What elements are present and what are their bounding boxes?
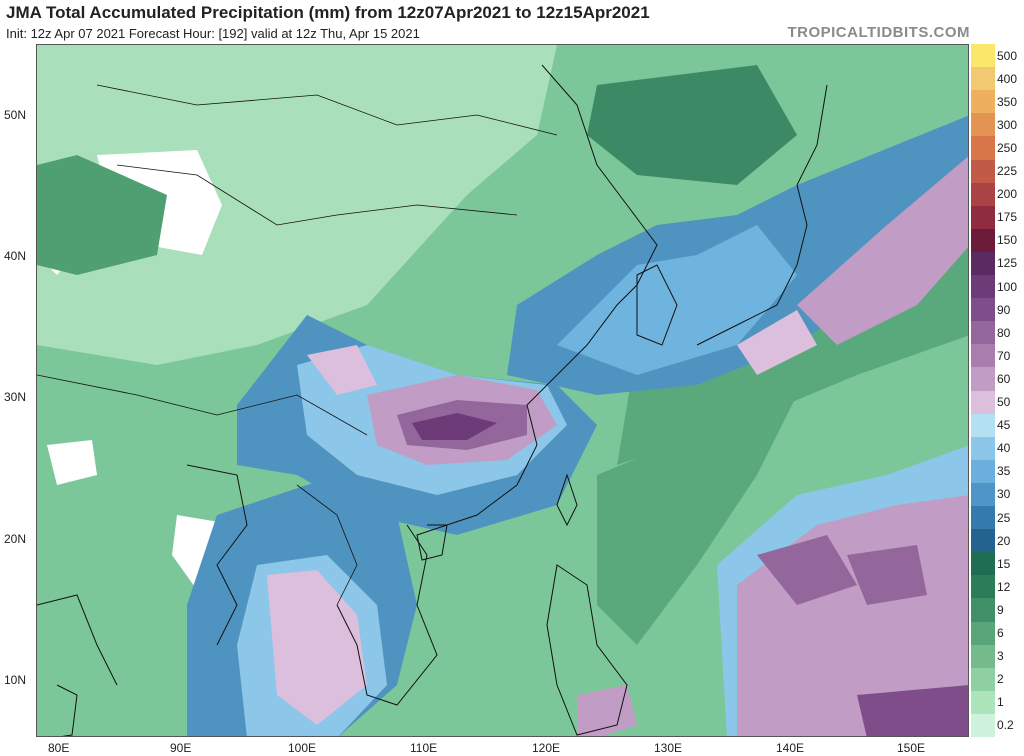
colorbar-swatch <box>971 690 995 715</box>
colorbar-label: 500 <box>997 48 1018 63</box>
colorbar-label: 50 <box>997 395 1011 410</box>
colorbar-label: 12 <box>997 579 1011 594</box>
colorbar-swatch <box>971 321 995 345</box>
lon-label: 120E <box>532 741 561 755</box>
lon-label: 130E <box>654 741 683 755</box>
lon-label: 90E <box>170 741 192 755</box>
lat-label: 20N <box>4 532 27 546</box>
colorbar-label: 25 <box>997 510 1011 525</box>
map-title: JMA Total Accumulated Precipitation (mm)… <box>6 3 650 22</box>
colorbar-swatch <box>971 621 995 646</box>
colorbar-label: 40 <box>997 441 1011 456</box>
colorbar-label: 0.2 <box>997 718 1014 733</box>
colorbar-swatch <box>971 159 995 184</box>
colorbar-label: 1 <box>997 695 1004 710</box>
precipitation-field <box>37 45 968 736</box>
colorbar-swatch <box>971 367 995 391</box>
colorbar-label: 150 <box>997 233 1018 248</box>
colorbar-swatch <box>971 298 995 322</box>
colorbar-label: 175 <box>997 210 1018 225</box>
lon-label: 140E <box>776 741 805 755</box>
colorbar-label: 200 <box>997 187 1018 202</box>
colorbar-label: 60 <box>997 371 1011 386</box>
colorbar-swatch <box>971 44 995 68</box>
lon-label: 110E <box>410 741 438 755</box>
colorbar-swatch <box>971 275 995 299</box>
colorbar-swatch <box>971 552 995 576</box>
colorbar-label: 90 <box>997 302 1011 317</box>
colorbar-swatch <box>971 136 995 160</box>
colorbar-label: 9 <box>997 602 1004 617</box>
precipitation-colorbar: 500 400 350 300 250 225 200 175 150 125 100 90 80 70 6… <box>969 44 1024 738</box>
colorbar-swatch <box>971 390 995 415</box>
colorbar-label: 80 <box>997 325 1011 340</box>
lon-label: 80E <box>48 741 70 755</box>
colorbar-label: 45 <box>997 418 1011 433</box>
colorbar-swatch <box>971 182 995 207</box>
colorbar-swatch <box>971 344 995 368</box>
map-subtitle: Init: 12z Apr 07 2021 Forecast Hour: [19… <box>6 26 420 41</box>
lat-label: 10N <box>4 673 27 687</box>
colorbar-label: 15 <box>997 556 1011 571</box>
colorbar-label: 100 <box>997 279 1018 294</box>
colorbar-label: 3 <box>997 649 1004 664</box>
colorbar-label: 20 <box>997 533 1011 548</box>
colorbar-label: 35 <box>997 464 1011 479</box>
colorbar-swatch <box>971 713 995 738</box>
colorbar-swatch <box>971 644 995 669</box>
colorbar-swatch <box>971 667 995 692</box>
colorbar-label: 300 <box>997 117 1018 132</box>
lon-label: 100E <box>288 741 317 755</box>
colorbar-swatch <box>971 436 995 461</box>
colorbar-label: 225 <box>997 164 1018 179</box>
colorbar-label: 125 <box>997 256 1018 271</box>
colorbar-swatch <box>971 413 995 438</box>
colorbar-swatch <box>971 251 995 276</box>
colorbar-swatch <box>971 529 995 553</box>
colorbar-label: 2 <box>997 672 1004 687</box>
lon-label: 150E <box>897 741 926 755</box>
colorbar-label: 350 <box>997 94 1018 109</box>
colorbar-swatch <box>971 90 995 114</box>
lat-label: 40N <box>4 249 27 263</box>
colorbar-swatch <box>971 575 995 599</box>
colorbar-swatch <box>971 506 995 530</box>
colorbar-label: 70 <box>997 348 1011 363</box>
lat-label: 50N <box>4 108 27 122</box>
colorbar-swatch <box>971 459 995 484</box>
colorbar-label: 6 <box>997 626 1004 641</box>
colorbar-swatch <box>971 113 995 137</box>
brand-watermark: TROPICALTIDBITS.COM <box>787 24 970 41</box>
colorbar-label: 30 <box>997 487 1011 502</box>
colorbar-swatch <box>971 67 995 91</box>
lat-label: 30N <box>4 390 27 404</box>
colorbar-label: 400 <box>997 71 1018 86</box>
precipitation-map <box>36 44 969 737</box>
colorbar-swatch <box>971 482 995 507</box>
colorbar-swatch <box>971 598 995 622</box>
colorbar-label: 250 <box>997 140 1018 155</box>
colorbar-swatch <box>971 205 995 230</box>
colorbar-swatch <box>971 228 995 253</box>
